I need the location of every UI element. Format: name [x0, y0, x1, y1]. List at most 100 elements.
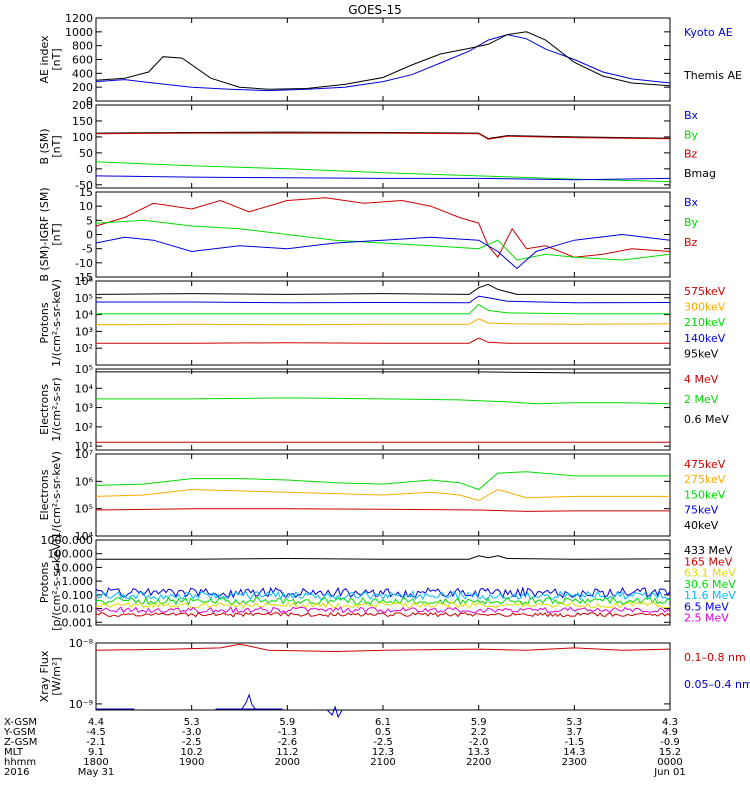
- x-row-label: MLT: [4, 747, 24, 758]
- legend-entry: By: [684, 216, 699, 229]
- y-axis-label: B (SM): [38, 128, 51, 164]
- y-axis-label: [W/m²]: [50, 657, 63, 695]
- y-tick-label: 10²: [75, 421, 93, 434]
- x-row-label: 2016: [4, 767, 29, 778]
- series-line: [95, 601, 671, 609]
- y-tick-label: 0.001: [62, 616, 94, 629]
- x-row-value: 10.2: [181, 747, 203, 758]
- legend-entry: By: [684, 128, 699, 141]
- x-row-value: 13.3: [468, 747, 490, 758]
- x-row-value: 0000: [657, 757, 682, 768]
- y-tick-label: 1000: [65, 26, 93, 39]
- x-row-value: -0.9: [660, 737, 680, 748]
- y-tick-label: 10¹: [75, 440, 93, 453]
- series-line: [96, 397, 671, 405]
- series-line: [95, 488, 670, 502]
- legend-entry: 0.1–0.8 nm: [684, 651, 746, 664]
- legend-entry: 63.1 MeV: [684, 567, 736, 580]
- y-tick-label: 200: [72, 81, 93, 94]
- y-axis-label: Xray Flux: [38, 650, 51, 702]
- y-tick-label: 10⁵: [75, 503, 93, 516]
- series-line: [95, 596, 671, 606]
- legend-entry: 6.5 MeV: [684, 600, 729, 613]
- y-tick-label: 400: [72, 67, 93, 80]
- y-tick-label: 5: [86, 214, 93, 227]
- x-row-value: 5.9: [471, 717, 487, 728]
- panel-frame: [95, 17, 671, 102]
- x-row-value: 2300: [562, 757, 587, 768]
- panel-xray: 10⁻⁹ 10⁻⁸ Xray Flux [W/m²] 0.1–0.8 nm 0.05–0.…: [38, 637, 750, 719]
- y-tick-label: 0.010: [62, 603, 94, 616]
- y-tick-label: 10⁶: [75, 475, 94, 488]
- panel-protons_mag: 10² 10³ 10⁴ 10⁵ 10⁶ Protons 1/(cm²-s-sr-keV) 57…: [38, 275, 726, 367]
- x-row-value: 12.3: [372, 747, 394, 758]
- legend-entry: 210keV: [684, 316, 726, 329]
- legend-entry: Bmag: [684, 167, 716, 180]
- y-axis-label: Protons: [38, 562, 51, 603]
- legend-entry: Bz: [684, 236, 698, 249]
- y-tick-label: 100.000: [48, 548, 94, 561]
- series-line: [95, 471, 670, 491]
- y-tick-label: 1200: [65, 12, 93, 25]
- series-line: [95, 132, 671, 140]
- series-line: [95, 233, 671, 270]
- series-line: [95, 611, 671, 618]
- series-line: [95, 197, 671, 259]
- xray-spike: [240, 693, 257, 711]
- legend-entry: Bz: [684, 148, 698, 161]
- x-row-value: 2.2: [471, 727, 487, 738]
- legend-entry: 150keV: [684, 488, 726, 501]
- x-row-value: 5.9: [279, 717, 295, 728]
- y-axis-label: Electrons: [38, 384, 51, 435]
- y-tick-label: 0: [86, 95, 93, 108]
- series-line: [96, 371, 670, 374]
- y-tick-label: 100: [72, 131, 93, 144]
- y-tick-label: 10²: [75, 342, 93, 355]
- x-row-value: 4.3: [662, 717, 678, 728]
- legend-entry: 75keV: [684, 504, 719, 517]
- series-line: [95, 175, 671, 181]
- y-axis-label: [nT]: [50, 135, 63, 157]
- x-row-value: 4.9: [662, 727, 678, 738]
- x-row-value: May 31: [78, 767, 115, 778]
- x-row-value: 2200: [466, 757, 491, 768]
- legend-entry: 4 MeV: [684, 373, 719, 386]
- legend-entry: 575keV: [684, 285, 726, 298]
- x-row-value: -2.5: [373, 737, 393, 748]
- x-row-value: 11.2: [276, 747, 298, 758]
- y-tick-label: -50: [75, 179, 93, 192]
- panel-frame: [95, 642, 671, 711]
- y-tick-label: 10: [79, 200, 93, 213]
- legend-entry: 11.6 MeV: [684, 589, 736, 602]
- y-tick-label: 10³: [75, 325, 93, 338]
- x-row-label: Y-GSM: [3, 727, 36, 738]
- x-row-value: 9.1: [88, 747, 104, 758]
- legend-entry: 140keV: [684, 332, 726, 345]
- x-row-value: -2.1: [86, 737, 106, 748]
- series-line: [95, 34, 671, 92]
- legend-entry: Kyoto AE: [684, 26, 733, 39]
- series-line: [95, 589, 671, 601]
- x-row-value: -4.5: [86, 727, 106, 738]
- x-row-value: -1.5: [565, 737, 585, 748]
- y-tick-label: 1.000: [62, 575, 94, 588]
- legend-entry: 433 MeV: [684, 544, 733, 557]
- y-tick-label: 50: [79, 147, 93, 160]
- y-tick-label: 150: [72, 115, 93, 128]
- legend-entry: 475keV: [684, 458, 726, 471]
- x-row-value: 1800: [83, 757, 108, 768]
- legend-entry: 2 MeV: [684, 393, 719, 406]
- x-row-label: X-GSM: [4, 717, 37, 728]
- x-row-value: 1900: [179, 757, 204, 768]
- y-tick-label: 1000.000: [41, 534, 94, 547]
- x-row-value: -2.5: [182, 737, 202, 748]
- legend-entry: 300keV: [684, 301, 726, 314]
- x-row-label: hhmm: [4, 757, 36, 768]
- y-axis-label: 1/(cm²-s-sr-keV): [50, 451, 63, 539]
- legend-entry: Bx: [684, 196, 699, 209]
- y-tick-label: 15: [79, 186, 93, 199]
